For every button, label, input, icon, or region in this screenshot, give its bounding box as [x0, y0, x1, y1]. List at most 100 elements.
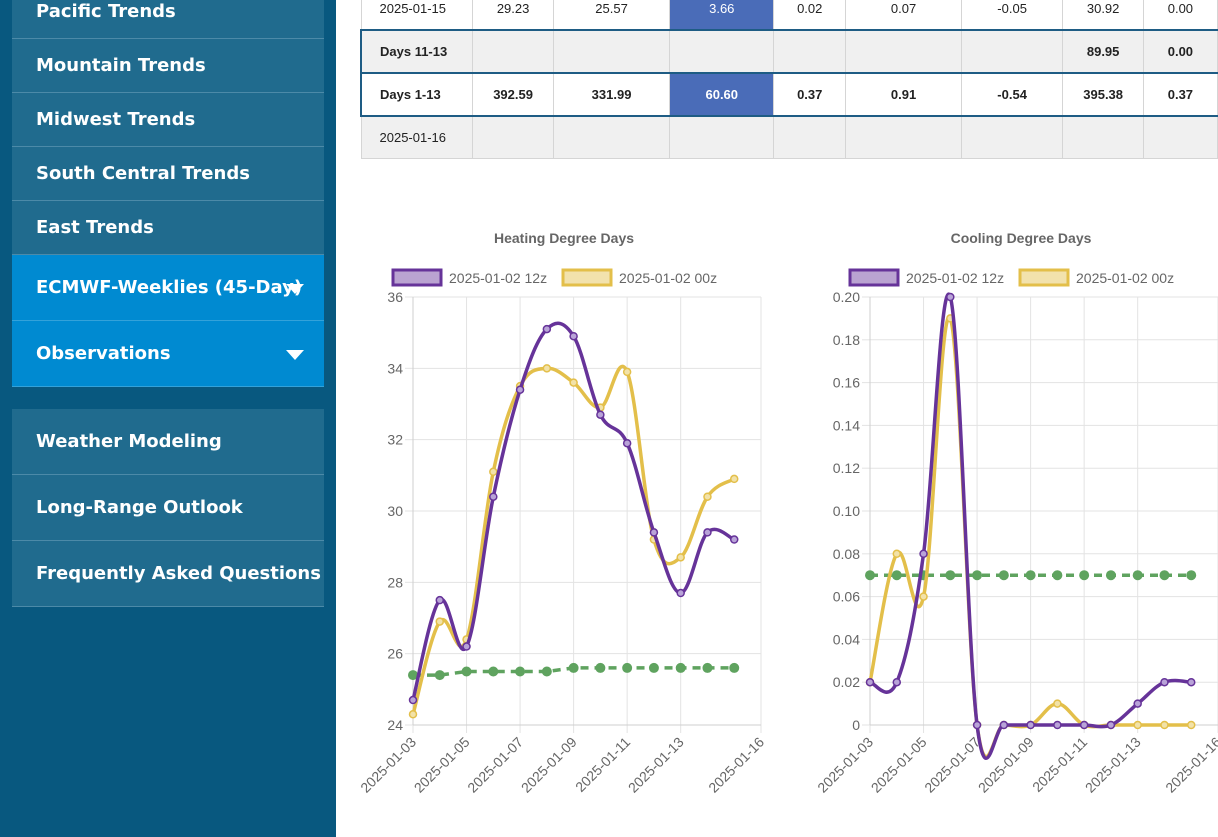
data-point — [1186, 720, 1196, 730]
table-cell — [845, 29, 962, 74]
trends-nav: Pacific Trends Mountain Trends Midwest T… — [12, 0, 324, 387]
data-point — [999, 720, 1009, 730]
data-point — [865, 570, 875, 581]
table-cell: Days 1-13 — [360, 72, 474, 117]
data-point — [596, 410, 605, 419]
data-point — [729, 474, 739, 484]
x-tick-label: 2025-01-03 — [814, 734, 876, 796]
table-cell — [669, 29, 775, 74]
y-tick-label: 32 — [387, 432, 403, 448]
data-point — [435, 617, 445, 626]
table-cell: 395.38 — [1062, 72, 1144, 117]
nav-weather-modeling[interactable]: Weather Modeling — [12, 409, 324, 475]
table-cell: -0.05 — [960, 0, 1064, 31]
data-point — [1053, 720, 1062, 730]
data-point — [1106, 720, 1116, 730]
nav-ecmwf-weeklies[interactable]: ECMWF-Weeklies (45-Day) — [12, 255, 324, 321]
data-point — [945, 570, 956, 581]
y-tick-label: 30 — [387, 503, 403, 519]
table-cell: 0.00 — [1142, 0, 1218, 31]
data-point — [892, 677, 902, 687]
table-cell: 89.95 — [1062, 29, 1144, 74]
nav-midwest-trends[interactable]: Midwest Trends — [12, 93, 324, 147]
table-cell: 331.99 — [552, 72, 671, 117]
x-tick-label: 2025-01-13 — [625, 734, 687, 796]
nav-label: East Trends — [36, 217, 154, 238]
data-point — [703, 528, 712, 537]
data-point — [1079, 570, 1090, 581]
y-tick-label: 0.04 — [833, 631, 860, 647]
nav-pacific-trends[interactable]: Pacific Trends — [12, 0, 324, 39]
data-point — [972, 720, 982, 730]
nav-label: Pacific Trends — [36, 1, 176, 22]
data-point — [1186, 570, 1197, 581]
caret-down-icon[interactable] — [286, 283, 304, 294]
table-cell: Days 11-13 — [360, 29, 474, 74]
y-tick-label: 0.12 — [833, 460, 860, 476]
sidebar: Pacific Trends Mountain Trends Midwest T… — [0, 0, 336, 837]
table-row: 2025-01-15 29.23 25.57 3.66 0.02 0.07 -0… — [360, 0, 1218, 31]
x-tick-label: 2025-01-16 — [705, 734, 767, 796]
nav-mountain-trends[interactable]: Mountain Trends — [12, 39, 324, 93]
data-point — [489, 492, 498, 501]
y-tick-label: 36 — [387, 289, 403, 305]
table-cell: 30.92 — [1062, 0, 1144, 31]
table-cell — [472, 29, 554, 74]
data-point — [729, 535, 739, 544]
table-cell — [472, 115, 554, 159]
table-cell: 2025-01-15 — [360, 0, 474, 31]
x-tick-label: 2025-01-16 — [1162, 734, 1218, 796]
legend-swatch — [848, 268, 900, 287]
data-point — [1026, 720, 1035, 730]
data-point — [1160, 720, 1169, 730]
table-cell: 60.60 — [669, 72, 775, 117]
table-row: 2025-01-16 — [360, 115, 1218, 159]
x-tick-label: 2025-01-09 — [518, 734, 580, 796]
table-row: Days 11-13 89.95 0.00 — [360, 29, 1218, 74]
data-point — [946, 292, 955, 302]
y-tick-label: 34 — [387, 360, 403, 376]
data-point — [622, 367, 632, 377]
chart-title: Heating Degree Days — [494, 230, 634, 246]
data-point — [676, 553, 685, 562]
y-tick-label: 0.18 — [833, 332, 860, 348]
data-point — [569, 378, 578, 387]
data-point — [461, 666, 472, 677]
data-point — [998, 570, 1009, 581]
table-row: Days 1-13 392.59 331.99 60.60 0.37 0.91 … — [360, 72, 1218, 117]
table-cell — [773, 29, 847, 74]
nav-south-central-trends[interactable]: South Central Trends — [12, 147, 324, 201]
nav-faq[interactable]: Frequently Asked Questions — [12, 541, 324, 607]
data-point — [569, 331, 578, 341]
data-point — [972, 570, 983, 581]
table-cell: 25.57 — [552, 0, 671, 31]
data-point — [675, 662, 686, 673]
data-point — [703, 492, 712, 501]
y-tick-label: 0.10 — [833, 503, 860, 519]
x-tick-label: 2025-01-03 — [357, 734, 419, 796]
y-tick-label: 0.14 — [833, 417, 860, 433]
charts-area: Heating Degree Days 24 26 28 30 32 34 36 2025-01… — [357, 230, 1218, 796]
nav-long-range-outlook[interactable]: Long-Range Outlook — [12, 475, 324, 541]
table-cell — [845, 115, 962, 159]
x-tick-label: 2025-01-05 — [411, 734, 473, 796]
table-cell: 3.66 — [669, 0, 775, 31]
legend-label: 2025-01-02 00z — [1076, 270, 1174, 286]
y-tick-label: 0.08 — [833, 546, 860, 562]
data-point — [408, 710, 418, 719]
data-point — [1133, 720, 1142, 730]
nav-east-trends[interactable]: East Trends — [12, 201, 324, 255]
x-tick-label: 2025-01-09 — [975, 734, 1037, 796]
caret-down-icon[interactable] — [286, 349, 304, 360]
data-point — [1105, 570, 1116, 581]
main-content: 2025-01-15 29.23 25.57 3.66 0.02 0.07 -0… — [336, 0, 1218, 837]
chart-heating-degree-days: Heating Degree Days 24 26 28 30 32 34 36 2025-01… — [357, 230, 767, 796]
data-point — [1079, 720, 1089, 730]
legend-label: 2025-01-02 12z — [449, 270, 547, 286]
nav-observations[interactable]: Observations — [12, 321, 324, 387]
nav-label: Midwest Trends — [36, 109, 196, 130]
table-cell: 2025-01-16 — [360, 115, 474, 159]
table-cell: 0.91 — [845, 72, 962, 117]
data-point — [729, 662, 740, 673]
series-line — [411, 321, 735, 701]
